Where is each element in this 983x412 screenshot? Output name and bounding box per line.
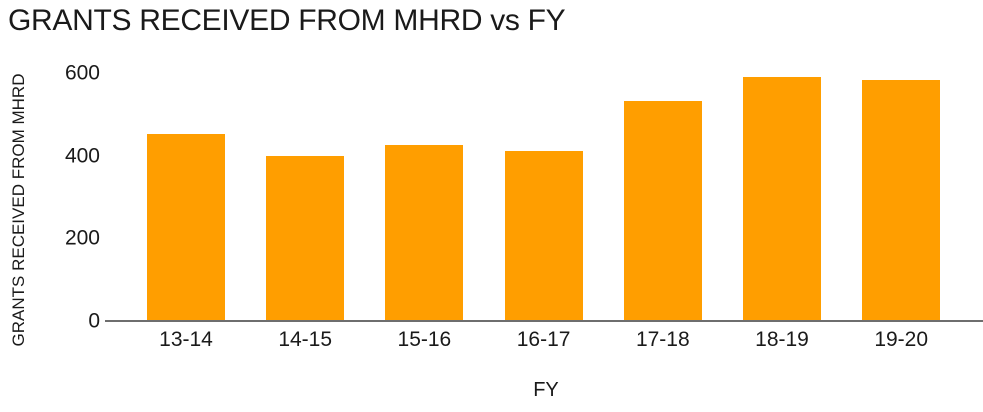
x-tick-label: 14-15 xyxy=(278,328,333,351)
bar-16-17 xyxy=(504,150,583,321)
y-axis-title: GRANTS RECEIVED FROM MHRD xyxy=(9,73,28,347)
y-tick-label: 400 xyxy=(64,144,100,167)
x-tick-label: 18-19 xyxy=(755,328,809,351)
x-tick-label: 15-16 xyxy=(397,328,452,351)
y-tick-label: 0 xyxy=(88,309,100,332)
x-tick-label: 17-18 xyxy=(635,328,690,351)
x-tick-label: 16-17 xyxy=(516,328,571,351)
chart-title: GRANTS RECEIVED FROM MHRD vs FY xyxy=(8,4,566,37)
x-tick-label: 19-20 xyxy=(874,328,929,351)
bar-17-18 xyxy=(623,101,702,321)
bar-13-14 xyxy=(147,134,225,321)
y-tick-label: 200 xyxy=(64,226,100,250)
bar-18-19 xyxy=(743,76,821,321)
y-tick-label: 600 xyxy=(64,61,100,85)
x-axis-title: FY xyxy=(533,379,559,401)
bar-15-16 xyxy=(385,144,464,321)
x-tick-label: 13-14 xyxy=(159,328,213,351)
x-axis-line xyxy=(105,320,983,322)
bar-14-15 xyxy=(266,156,345,321)
bar-19-20 xyxy=(862,79,941,321)
